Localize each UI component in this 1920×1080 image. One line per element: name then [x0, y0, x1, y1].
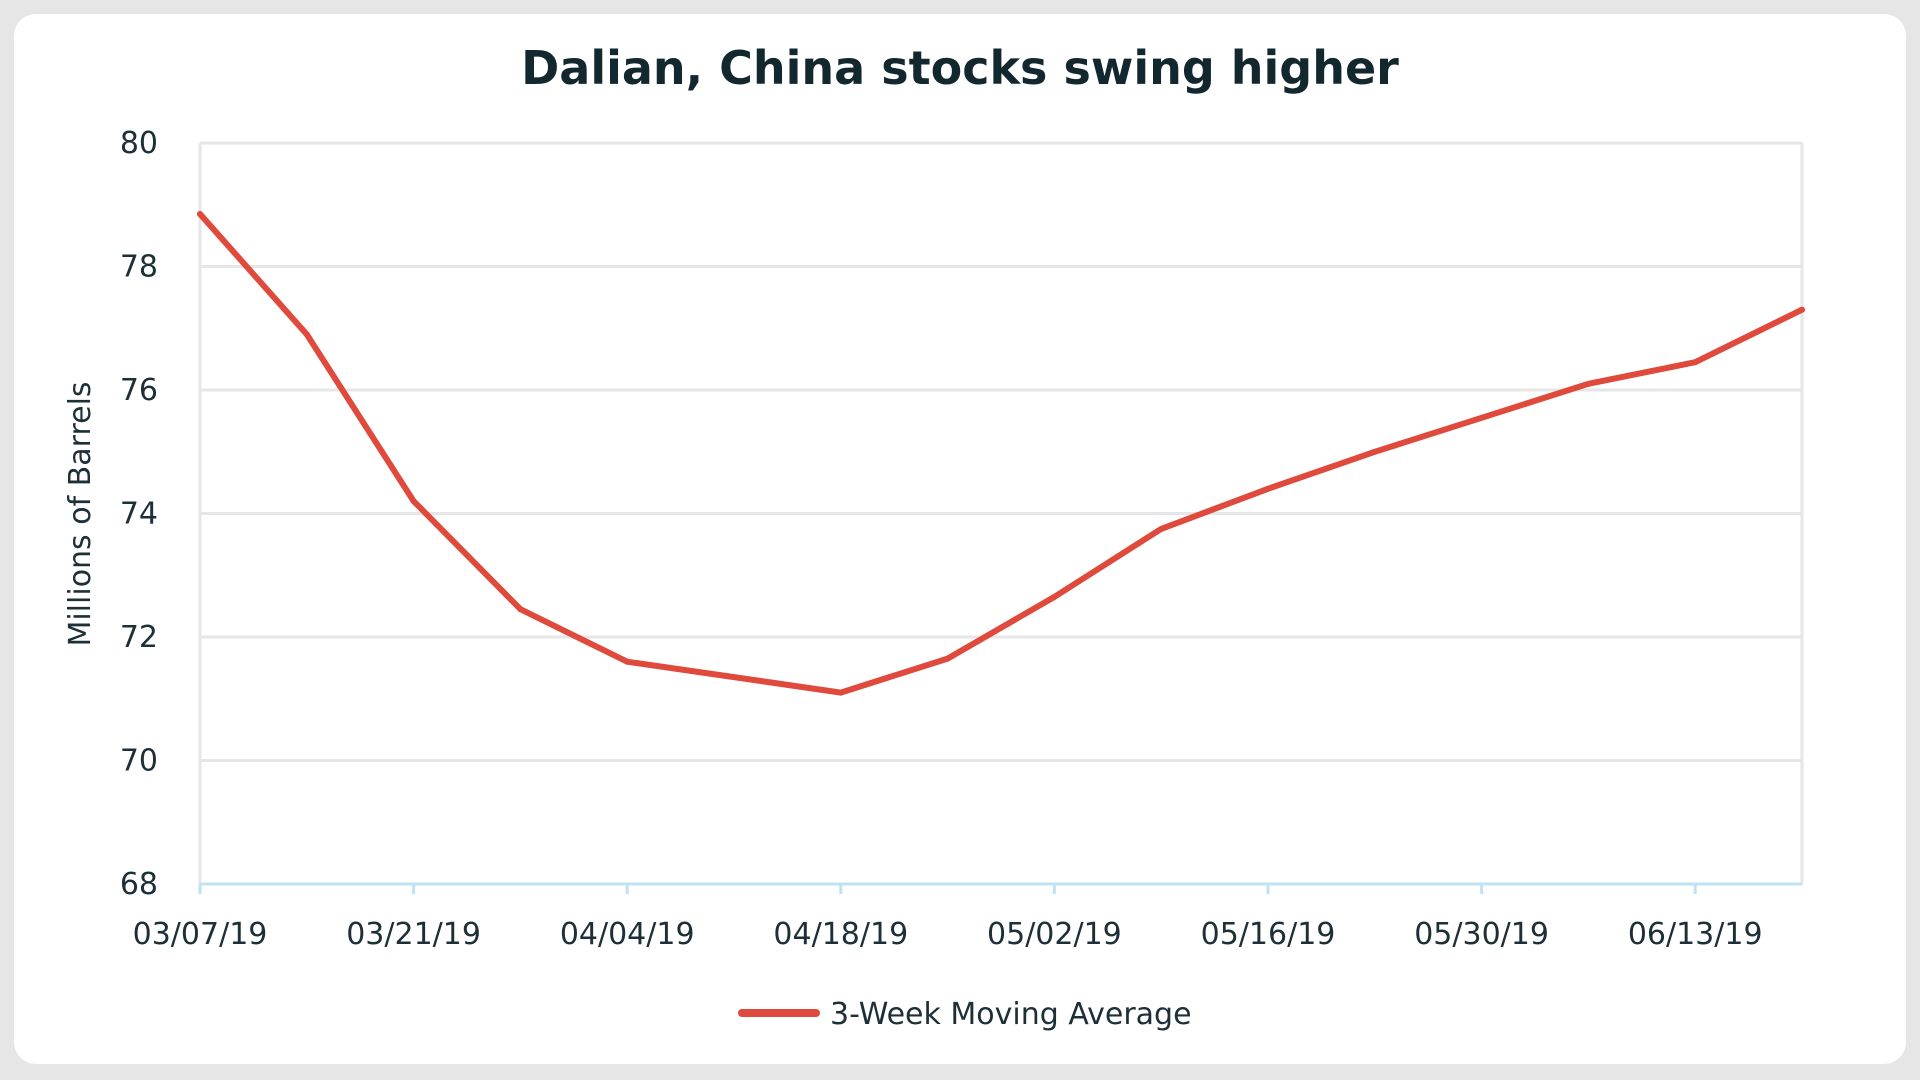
data-point: [1371, 448, 1378, 455]
data-point: [410, 498, 417, 505]
legend-label: 3-Week Moving Average: [830, 997, 1192, 1032]
tick-labels: 80 78 76 74 72 70 68 03/07/19 03/21/19 04/04/19 04…: [120, 126, 1763, 952]
series-line: [197, 211, 1805, 696]
series-group: [197, 211, 1805, 696]
axes: [198, 882, 1802, 894]
data-point: [303, 331, 310, 338]
data-point: [1478, 414, 1485, 421]
data-point: [1158, 525, 1165, 532]
data-point: [944, 655, 951, 662]
y-tick-label: 80: [120, 126, 158, 161]
chart-card: [14, 14, 1906, 1064]
chart-title: Dalian, China stocks swing higher: [521, 41, 1399, 95]
legend: 3-Week Moving Average: [738, 997, 1192, 1032]
data-point: [1585, 380, 1592, 387]
x-tick-label: 03/21/19: [346, 917, 481, 952]
data-point: [1051, 593, 1058, 600]
data-point: [624, 658, 631, 665]
grid: [198, 141, 1804, 884]
y-tick-label: 70: [120, 744, 158, 779]
data-point: [1692, 359, 1699, 366]
data-point: [197, 211, 203, 218]
y-tick-label: 72: [120, 620, 158, 655]
y-axis-label: Millions of Barrels: [63, 381, 98, 646]
x-tick-label: 06/13/19: [1628, 917, 1763, 952]
y-tick-label: 76: [120, 373, 158, 408]
x-tick-label: 05/16/19: [1201, 917, 1336, 952]
x-tick-label: 04/04/19: [560, 917, 695, 952]
x-tick-label: 05/02/19: [987, 917, 1122, 952]
y-tick-label: 78: [120, 250, 158, 285]
y-tick-label: 68: [120, 867, 158, 902]
data-point: [837, 689, 844, 696]
x-tick-label: 03/07/19: [133, 917, 268, 952]
data-point: [1799, 306, 1805, 313]
x-tick-label: 05/30/19: [1414, 917, 1549, 952]
y-tick-label: 74: [120, 497, 158, 532]
data-point: [1265, 485, 1271, 492]
data-point: [517, 606, 524, 613]
x-tick-label: 04/18/19: [773, 917, 908, 952]
data-point: [731, 674, 737, 681]
